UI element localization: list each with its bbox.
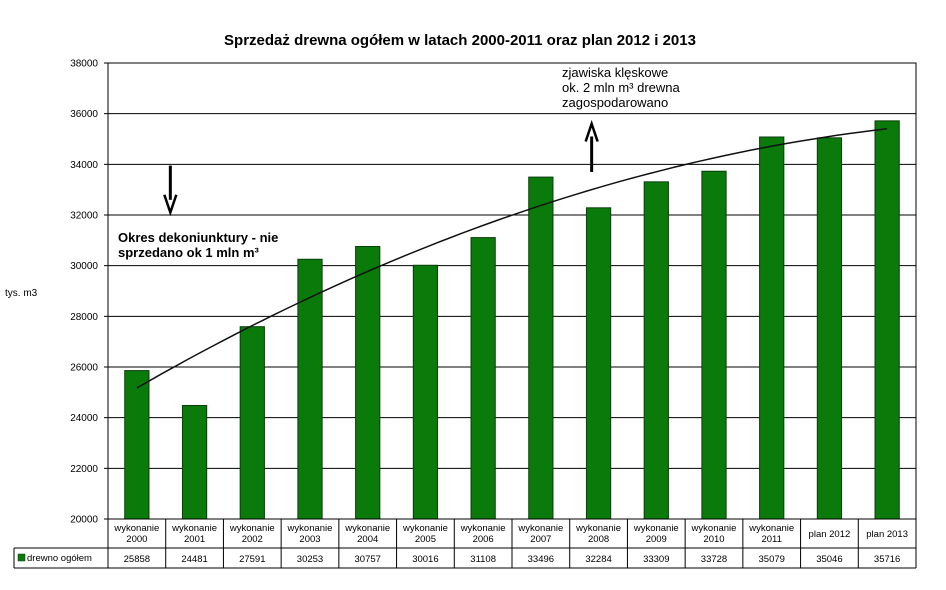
- bar-1: [181, 404, 208, 520]
- data-value-11: 35079: [759, 554, 785, 565]
- annotation-disaster-line-3: zagospodarowano: [562, 95, 669, 110]
- category-label-2-line-2: 2002: [242, 534, 263, 545]
- legend-entry-label: drewno ogółem: [27, 553, 92, 564]
- annotation-disaster-line-1: zjawiska klęskowe: [562, 65, 669, 80]
- bar-12: [816, 137, 843, 520]
- bar-13: [874, 120, 900, 520]
- data-value-0: 25858: [124, 554, 150, 565]
- bar-2: [239, 326, 265, 520]
- data-value-8: 32284: [585, 554, 611, 565]
- data-value-13: 35716: [874, 554, 900, 565]
- legend-swatch: [17, 553, 26, 562]
- category-label-1-line-1: wykonanie: [171, 523, 217, 534]
- data-value-10: 33728: [701, 554, 727, 565]
- bars: [124, 120, 900, 520]
- bar-6: [470, 237, 496, 520]
- bar-3: [297, 258, 323, 520]
- data-value-3: 30253: [297, 554, 323, 565]
- data-value-9: 33309: [643, 554, 669, 565]
- data-table: drewno ogółemwykonanie200025858wykonanie…: [13, 519, 917, 569]
- bar-10: [701, 170, 727, 520]
- annotation-recession-line-1: Okres dekoniunktury - nie: [118, 230, 279, 245]
- annotation-disaster-line-2: ok. 2 mln m³ drewna: [562, 80, 680, 95]
- polynomial-trendline: [136, 128, 888, 389]
- category-label-0-line-1: wykonanie: [113, 523, 159, 534]
- data-value-5: 30016: [412, 554, 438, 565]
- category-label-3-line-1: wykonanie: [287, 523, 333, 534]
- category-label-7-line-2: 2007: [530, 534, 551, 545]
- category-label-4-line-2: 2004: [357, 534, 378, 545]
- gridlines: [108, 62, 916, 469]
- y-axis-label: tys. m3: [5, 288, 38, 299]
- category-label-3-line-2: 2003: [299, 534, 320, 545]
- y-tick-label-20000: 20000: [70, 515, 98, 526]
- annotation-disaster: zjawiska klęskowe ok. 2 mln m³ drewna za…: [562, 65, 680, 110]
- data-value-4: 30757: [355, 554, 381, 565]
- y-tick-label-30000: 30000: [70, 261, 98, 272]
- category-label-0-line-2: 2000: [126, 534, 147, 545]
- category-label-11-line-1: wykonanie: [748, 523, 794, 534]
- category-label-11-line-2: 2011: [761, 534, 781, 545]
- y-tick-label-38000: 38000: [70, 59, 98, 70]
- category-label-7-line-1: wykonanie: [517, 523, 563, 534]
- category-label-5-line-2: 2005: [415, 534, 436, 545]
- category-label-8-line-1: wykonanie: [575, 523, 621, 534]
- data-value-6: 31108: [470, 554, 496, 565]
- category-label-8-line-2: 2008: [588, 534, 609, 545]
- category-label-6-line-2: 2006: [473, 534, 494, 545]
- category-label-6-line-1: wykonanie: [460, 523, 506, 534]
- trendline: [136, 128, 888, 389]
- bar-0: [124, 370, 150, 520]
- category-label-10-line-1: wykonanie: [691, 523, 737, 534]
- data-value-7: 33496: [528, 554, 554, 565]
- y-tick-labels: 20000 22000 24000 26000 28000 30000 32000 34000…: [70, 59, 98, 526]
- plot-area-border: [107, 62, 917, 520]
- y-tick-label-32000: 32000: [70, 211, 98, 222]
- axes: [104, 62, 917, 520]
- category-label-2-line-1: wykonanie: [229, 523, 275, 534]
- y-tick-label-28000: 28000: [70, 312, 98, 323]
- data-value-2: 27591: [239, 554, 265, 565]
- bar-11: [759, 136, 785, 520]
- bar-7: [528, 176, 554, 520]
- bar-9: [643, 181, 669, 520]
- category-label-1-line-2: 2001: [184, 534, 205, 545]
- bar-4: [355, 245, 381, 520]
- arrow-up-head: [584, 119, 599, 142]
- y-tick-label-36000: 36000: [70, 109, 98, 120]
- data-value-12: 35046: [816, 554, 842, 565]
- bar-8: [585, 207, 612, 520]
- category-label-12: plan 2012: [809, 529, 851, 540]
- category-label-9-line-2: 2009: [646, 534, 667, 545]
- data-value-1: 24481: [181, 554, 207, 565]
- annotation-recession: Okres dekoniunktury - nie sprzedano ok 1…: [118, 230, 278, 260]
- arrow-down-head: [163, 194, 178, 217]
- category-label-9-line-1: wykonanie: [633, 523, 679, 534]
- category-label-13: plan 2013: [866, 529, 908, 540]
- y-tick-label-22000: 22000: [70, 464, 98, 475]
- annotation-arrows: [163, 119, 599, 217]
- chart-title: Sprzedaż drewna ogółem w latach 2000-201…: [224, 32, 696, 49]
- annotation-recession-line-2: sprzedano ok 1 mln m³: [118, 245, 259, 260]
- y-tick-label-34000: 34000: [70, 160, 98, 171]
- bar-5: [412, 264, 439, 520]
- y-tick-label-26000: 26000: [70, 363, 98, 374]
- category-label-10-line-2: 2010: [703, 534, 724, 545]
- y-tick-label-24000: 24000: [70, 413, 98, 424]
- category-label-4-line-1: wykonanie: [344, 523, 390, 534]
- category-label-5-line-1: wykonanie: [402, 523, 448, 534]
